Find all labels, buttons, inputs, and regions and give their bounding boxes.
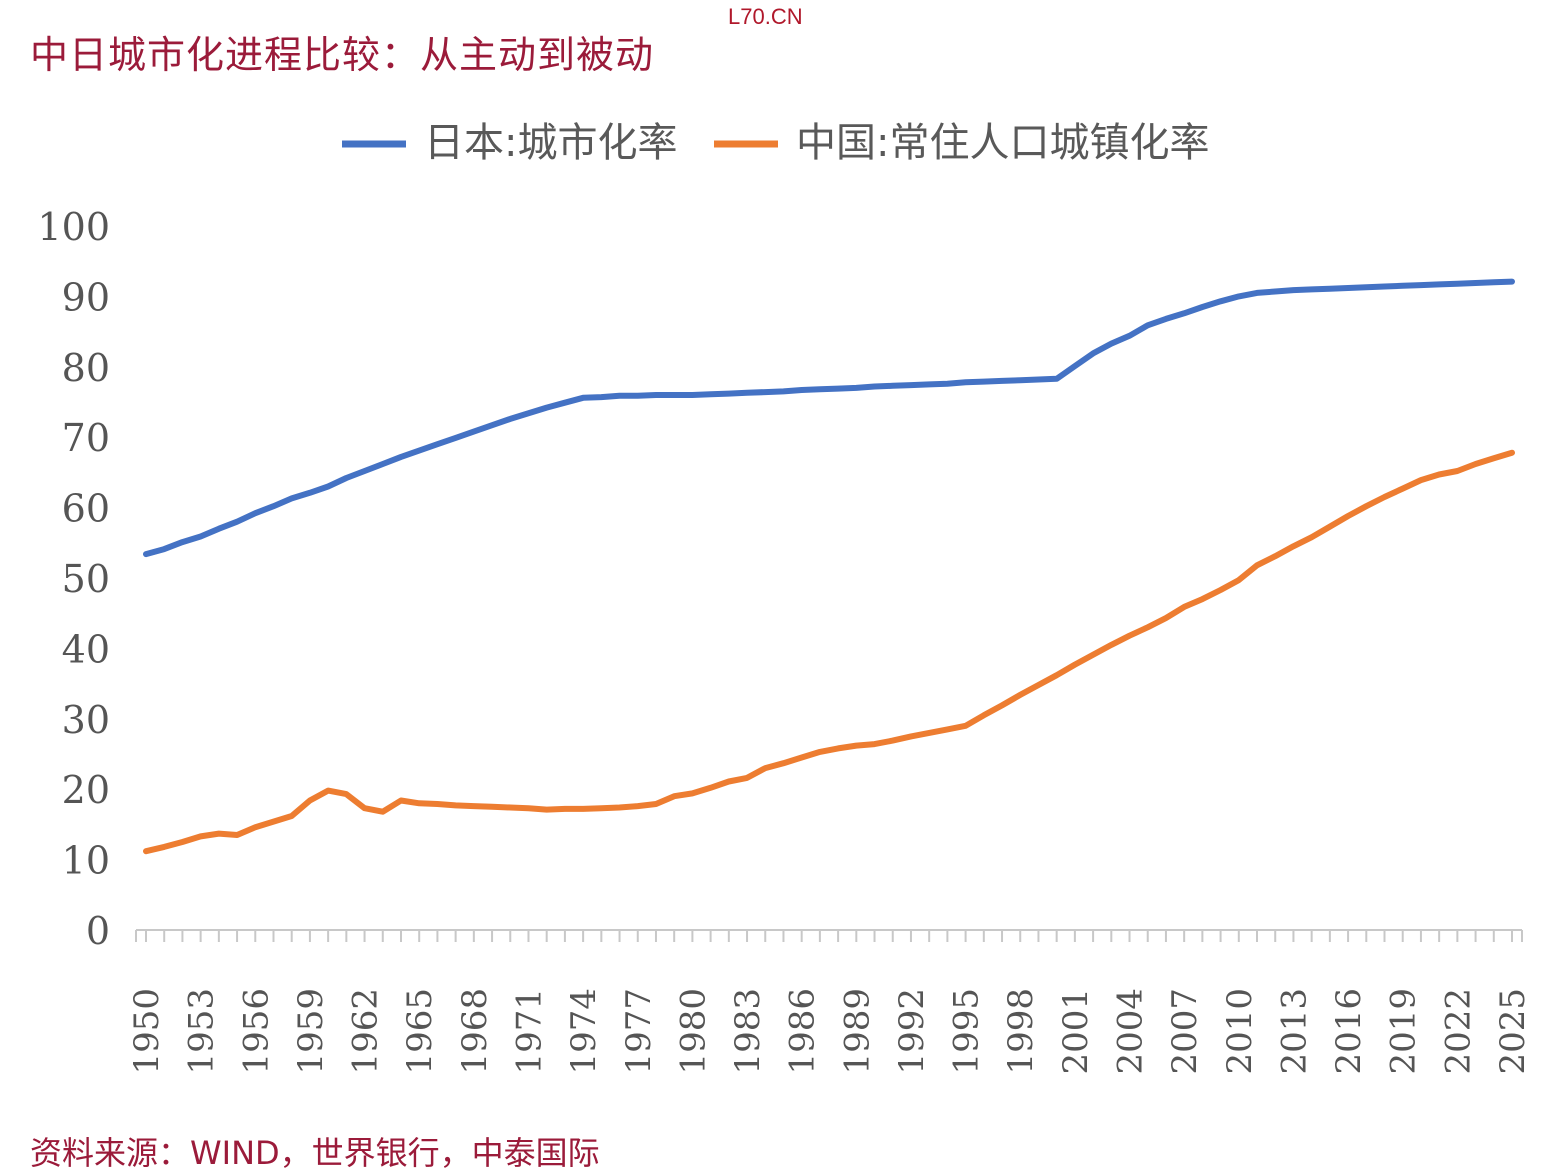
y-tick-label: 0 [86,909,110,953]
y-tick-label: 90 [62,275,110,319]
x-tick-label: 1968 [455,988,495,1075]
x-tick-label: 1950 [127,988,167,1075]
x-tick-label: 2004 [1111,988,1151,1075]
y-tick-label: 10 [62,839,110,883]
series-layer [143,278,1515,855]
y-tick-label: 100 [37,205,110,249]
x-tick-label: 2019 [1384,988,1424,1075]
x-tick-label: 1956 [236,988,276,1075]
y-tick-label: 40 [62,627,110,671]
series-line-china [143,449,1515,855]
x-tick-label: 2025 [1493,988,1533,1075]
x-tick-label: 2001 [1056,988,1096,1075]
x-tick-label: 1983 [728,988,768,1075]
x-tick-label: 2016 [1329,988,1369,1075]
x-tick-label: 2013 [1274,988,1314,1075]
series-line-japan [143,278,1515,558]
source-note: 资料来源：WIND，世界银行，中泰国际 [30,1134,600,1172]
x-tick-label: 2010 [1220,988,1260,1075]
x-tick-label: 1995 [947,988,987,1075]
x-tick-label: 1959 [291,988,331,1075]
y-tick-label: 20 [62,768,110,812]
x-axis: 1950 1953 1956 1959 1962 1965 1968 1971 1974 1977… [127,929,1533,1075]
x-tick-label: 1965 [400,988,440,1075]
x-tick-label: 1953 [182,988,222,1075]
x-tick-label: 1980 [673,988,713,1075]
y-tick-label: 30 [62,698,110,742]
x-tick-label: 1992 [892,988,932,1075]
x-tick-label: 1989 [837,988,877,1075]
x-tick-label: 1986 [783,988,823,1075]
y-axis: 0 10 20 30 40 50 60 70 80 90 100 [37,205,110,953]
y-tick-label: 50 [62,557,110,601]
page-title: 中日城市化进程比较：从主动到被动 [30,33,655,77]
y-tick-label: 70 [62,416,110,460]
x-tick-label: 2022 [1438,988,1478,1075]
x-tick-label: 1974 [564,988,604,1075]
x-tick-label: 1977 [619,988,659,1075]
watermark: L70.CN [728,4,803,29]
x-tick-label: 1962 [346,988,386,1075]
chart-legend: 日本:城市化率 中国:常住人口城镇化率 [342,120,1209,166]
y-tick-label: 80 [62,346,110,390]
x-tick-label: 1998 [1001,988,1041,1075]
x-tick-label: 1971 [509,988,549,1075]
x-tick-label: 2007 [1165,988,1205,1075]
legend-label-china: 中国:常住人口城镇化率 [796,120,1209,166]
y-tick-label: 60 [62,487,110,531]
legend-label-japan: 日本:城市化率 [424,120,677,166]
